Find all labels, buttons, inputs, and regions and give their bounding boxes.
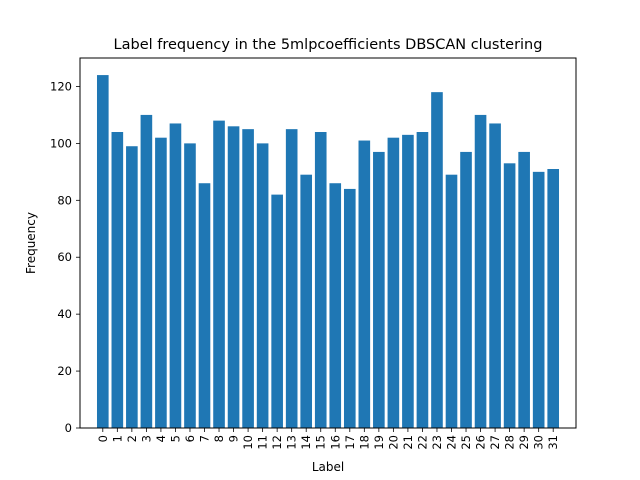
bar-11 — [256, 143, 269, 428]
bar-10 — [242, 129, 254, 428]
bar-18 — [358, 140, 371, 429]
x-tick-label-19: 19 — [372, 435, 386, 450]
x-tick-label-23: 23 — [430, 435, 444, 450]
plot-frame — [79, 57, 577, 429]
x-tick-label-11: 11 — [256, 435, 270, 450]
x-tick-label-7: 7 — [198, 435, 212, 442]
bar-9 — [227, 126, 240, 428]
x-tick-label-6: 6 — [183, 435, 197, 442]
x-tick-label-14: 14 — [299, 435, 313, 450]
x-tick-label-2: 2 — [125, 435, 139, 442]
bar-28 — [503, 163, 516, 428]
bar-26 — [474, 114, 487, 429]
x-tick-label-0: 0 — [96, 435, 110, 442]
x-tick-label-15: 15 — [314, 435, 328, 450]
bar-0 — [96, 75, 109, 428]
bar-13 — [285, 129, 298, 428]
x-tick-label-4: 4 — [154, 435, 168, 442]
bar-17 — [343, 188, 356, 428]
x-tick-label-26: 26 — [474, 435, 488, 450]
bar-5 — [169, 123, 182, 429]
x-tick-label-18: 18 — [357, 435, 371, 450]
x-tick-label-30: 30 — [532, 435, 546, 450]
bar-6 — [184, 143, 196, 428]
y-tick-label-80: 80 — [57, 193, 72, 207]
x-tick-label-8: 8 — [212, 435, 226, 442]
bar-19 — [373, 151, 385, 429]
x-axis: 0 1 2 3 4 5 6 7 8 9 10 11 12 13 14 15 16 17 18 19 20 21 22 23 24… — [96, 428, 560, 450]
x-tick-label-9: 9 — [227, 435, 241, 442]
x-tick-label-5: 5 — [168, 435, 182, 442]
x-tick-label-10: 10 — [241, 435, 255, 450]
x-tick-label-29: 29 — [517, 435, 531, 450]
x-axis-label: Label — [312, 460, 344, 474]
x-tick-label-13: 13 — [285, 435, 299, 450]
x-tick-label-22: 22 — [415, 435, 429, 450]
x-tick-label-3: 3 — [139, 435, 153, 442]
chart-title: Label frequency in the 5mlpcoefficients … — [114, 37, 543, 53]
bar-14 — [300, 174, 313, 428]
x-tick-label-17: 17 — [343, 435, 357, 450]
bar-16 — [329, 183, 342, 428]
x-tick-label-28: 28 — [503, 435, 517, 450]
bar-3 — [140, 114, 153, 429]
bar-25 — [460, 151, 472, 429]
x-tick-label-27: 27 — [488, 435, 502, 450]
y-tick-label-20: 20 — [57, 364, 72, 378]
bar-7 — [198, 183, 211, 428]
x-tick-label-1: 1 — [110, 435, 124, 442]
y-tick-label-60: 60 — [57, 250, 72, 264]
bar-15 — [314, 132, 327, 428]
y-tick-label-40: 40 — [57, 307, 72, 321]
bar-23 — [431, 92, 443, 429]
bar-29 — [518, 151, 530, 429]
bar-20 — [387, 137, 400, 428]
bar-8 — [213, 120, 225, 429]
y-tick-label-100: 100 — [50, 136, 72, 150]
y-tick-label-120: 120 — [50, 79, 72, 93]
bar-4 — [155, 137, 167, 428]
bar-24 — [445, 174, 458, 428]
bar-21 — [402, 134, 414, 428]
x-tick-label-12: 12 — [270, 435, 284, 450]
bar-1 — [111, 132, 124, 428]
bars-group — [96, 75, 560, 429]
bar-22 — [416, 132, 429, 428]
x-tick-label-31: 31 — [546, 435, 560, 450]
y-axis-label: Frequency — [24, 212, 38, 274]
bar-12 — [271, 194, 283, 428]
x-tick-label-21: 21 — [401, 435, 415, 450]
x-tick-label-24: 24 — [444, 435, 458, 450]
x-tick-label-25: 25 — [459, 435, 473, 450]
bar-31 — [547, 169, 560, 428]
bar-30 — [532, 171, 545, 428]
bar-27 — [489, 123, 501, 429]
bar-2 — [126, 146, 138, 429]
y-tick-label-0: 0 — [65, 421, 72, 435]
x-tick-label-16: 16 — [328, 435, 342, 450]
y-axis: 0 20 40 60 80 100 120 — [50, 79, 80, 435]
x-tick-label-20: 20 — [386, 435, 400, 450]
